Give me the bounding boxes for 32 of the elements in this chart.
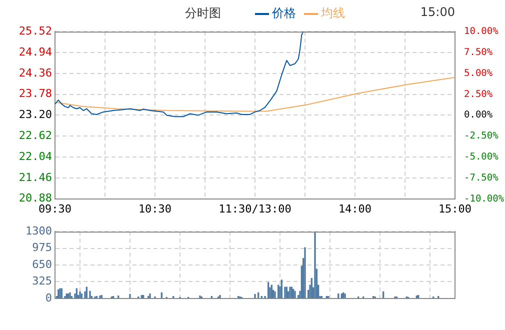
- x-tick-label: 14:00: [338, 202, 372, 216]
- y-tick-label: 325: [32, 274, 52, 288]
- y2-tick-label: -10.00%: [464, 193, 504, 204]
- y2-tick-label: 2.50%: [464, 88, 493, 100]
- text: 15:00: [420, 5, 455, 19]
- y2-tick-label: -7.50%: [464, 172, 499, 184]
- y-tick-label: 21.46: [18, 170, 52, 184]
- y-tick-label: 1300: [26, 224, 52, 238]
- y2-tick-label: -5.00%: [464, 151, 499, 162]
- y2-tick-label: 7.50%: [464, 46, 493, 58]
- y-tick-label: 23.78: [18, 87, 52, 100]
- y-tick-label: 24.36: [18, 66, 52, 80]
- chart-title: 分时图: [185, 5, 221, 22]
- x-tick-label: 10:30: [138, 202, 172, 216]
- y-tick-label: 975: [32, 241, 52, 254]
- y-tick-label: 22.62: [18, 128, 52, 142]
- y-tick-label: 650: [32, 258, 52, 271]
- x-tick-label: 09:30: [38, 202, 72, 216]
- y2-tick-label: 0.00%: [464, 110, 493, 121]
- y2-tick-label: -2.50%: [464, 130, 499, 142]
- y-tick-label: 25.52: [18, 24, 52, 38]
- legend-label: 均线: [320, 5, 345, 22]
- y2-tick-label: 5.00%: [464, 68, 493, 79]
- legend-label: 价格: [271, 5, 296, 22]
- y-tick-label: 0: [45, 291, 52, 304]
- y2-tick-label: 10.00%: [464, 26, 499, 38]
- x-tick-label: 11:30/13:00: [218, 202, 292, 216]
- x-tick-label: 15:00: [438, 202, 472, 216]
- y-tick-label: 22.04: [18, 150, 52, 163]
- y-tick-label: 24.94: [18, 45, 52, 58]
- y-tick-label: 23.20: [18, 108, 52, 122]
- y-tick-label: 20.88: [18, 192, 52, 205]
